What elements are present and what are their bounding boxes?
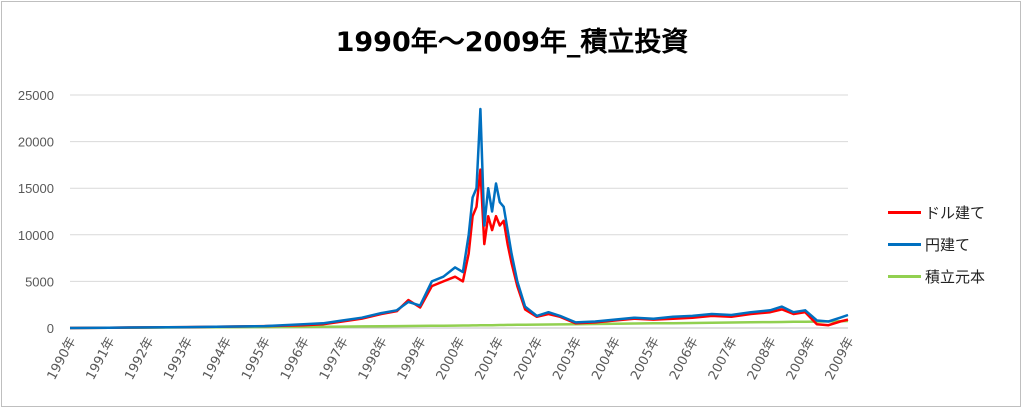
x-tick-label: 1990年	[45, 335, 80, 383]
y-tick-label: 20000	[18, 135, 54, 150]
y-tick-label: 25000	[18, 88, 54, 103]
legend-item-dollar: ドル建て	[888, 196, 985, 228]
x-tick-label: 1992年	[122, 335, 157, 383]
x-tick-label: 1991年	[84, 335, 119, 383]
x-tick-label: 2009年	[823, 335, 858, 383]
x-tick-label: 1996年	[278, 335, 313, 383]
y-tick-label: 5000	[25, 274, 54, 289]
x-tick-label: 2005年	[628, 335, 663, 383]
legend-label-dollar: ドル建て	[925, 203, 986, 222]
legend-label-principal: 積立元本	[925, 267, 986, 286]
x-tick-label: 1997年	[317, 335, 352, 383]
series-line-2	[69, 319, 849, 330]
y-tick-label: 15000	[18, 181, 54, 196]
x-tick-label: 2001年	[473, 335, 508, 383]
x-tick-label: 2000年	[434, 335, 469, 383]
x-tick-label: 2009年	[784, 335, 819, 383]
x-tick-label: 1999年	[395, 335, 430, 383]
x-tick-label: 1994年	[200, 335, 235, 383]
y-tick-label: 10000	[18, 228, 54, 243]
y-tick-label: 0	[47, 321, 54, 336]
legend-item-yen: 円建て	[888, 228, 985, 260]
x-tick-label: 2002年	[511, 335, 546, 383]
x-tick-label: 2003年	[550, 335, 585, 383]
legend: ドル建て 円建て 積立元本	[888, 196, 985, 292]
x-tick-label: 2007年	[706, 335, 741, 383]
legend-item-principal: 積立元本	[888, 260, 985, 292]
x-tick-label: 2004年	[589, 335, 624, 383]
legend-swatch-principal	[888, 274, 921, 278]
x-tick-label: 2008年	[745, 335, 780, 383]
x-tick-label: 1998年	[356, 335, 391, 383]
legend-swatch-yen	[888, 242, 921, 246]
x-tick-label: 1993年	[161, 335, 196, 383]
x-tick-label: 1995年	[239, 335, 274, 383]
x-tick-label: 2006年	[667, 335, 702, 383]
series-line-1	[69, 107, 849, 330]
chart-title: 1990年～2009年_積立投資	[335, 27, 689, 58]
legend-swatch-dollar	[888, 210, 921, 214]
series-line-0	[69, 168, 849, 330]
legend-label-yen: 円建て	[925, 235, 971, 254]
